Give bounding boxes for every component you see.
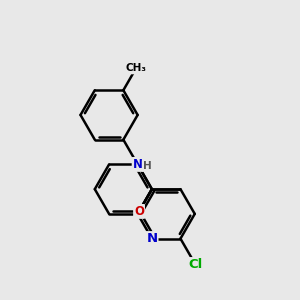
Text: H: H <box>143 161 152 171</box>
Text: Cl: Cl <box>188 258 203 271</box>
Text: O: O <box>134 205 144 218</box>
Text: N: N <box>146 232 158 245</box>
Text: CH₃: CH₃ <box>125 64 146 74</box>
Text: N: N <box>133 158 142 171</box>
